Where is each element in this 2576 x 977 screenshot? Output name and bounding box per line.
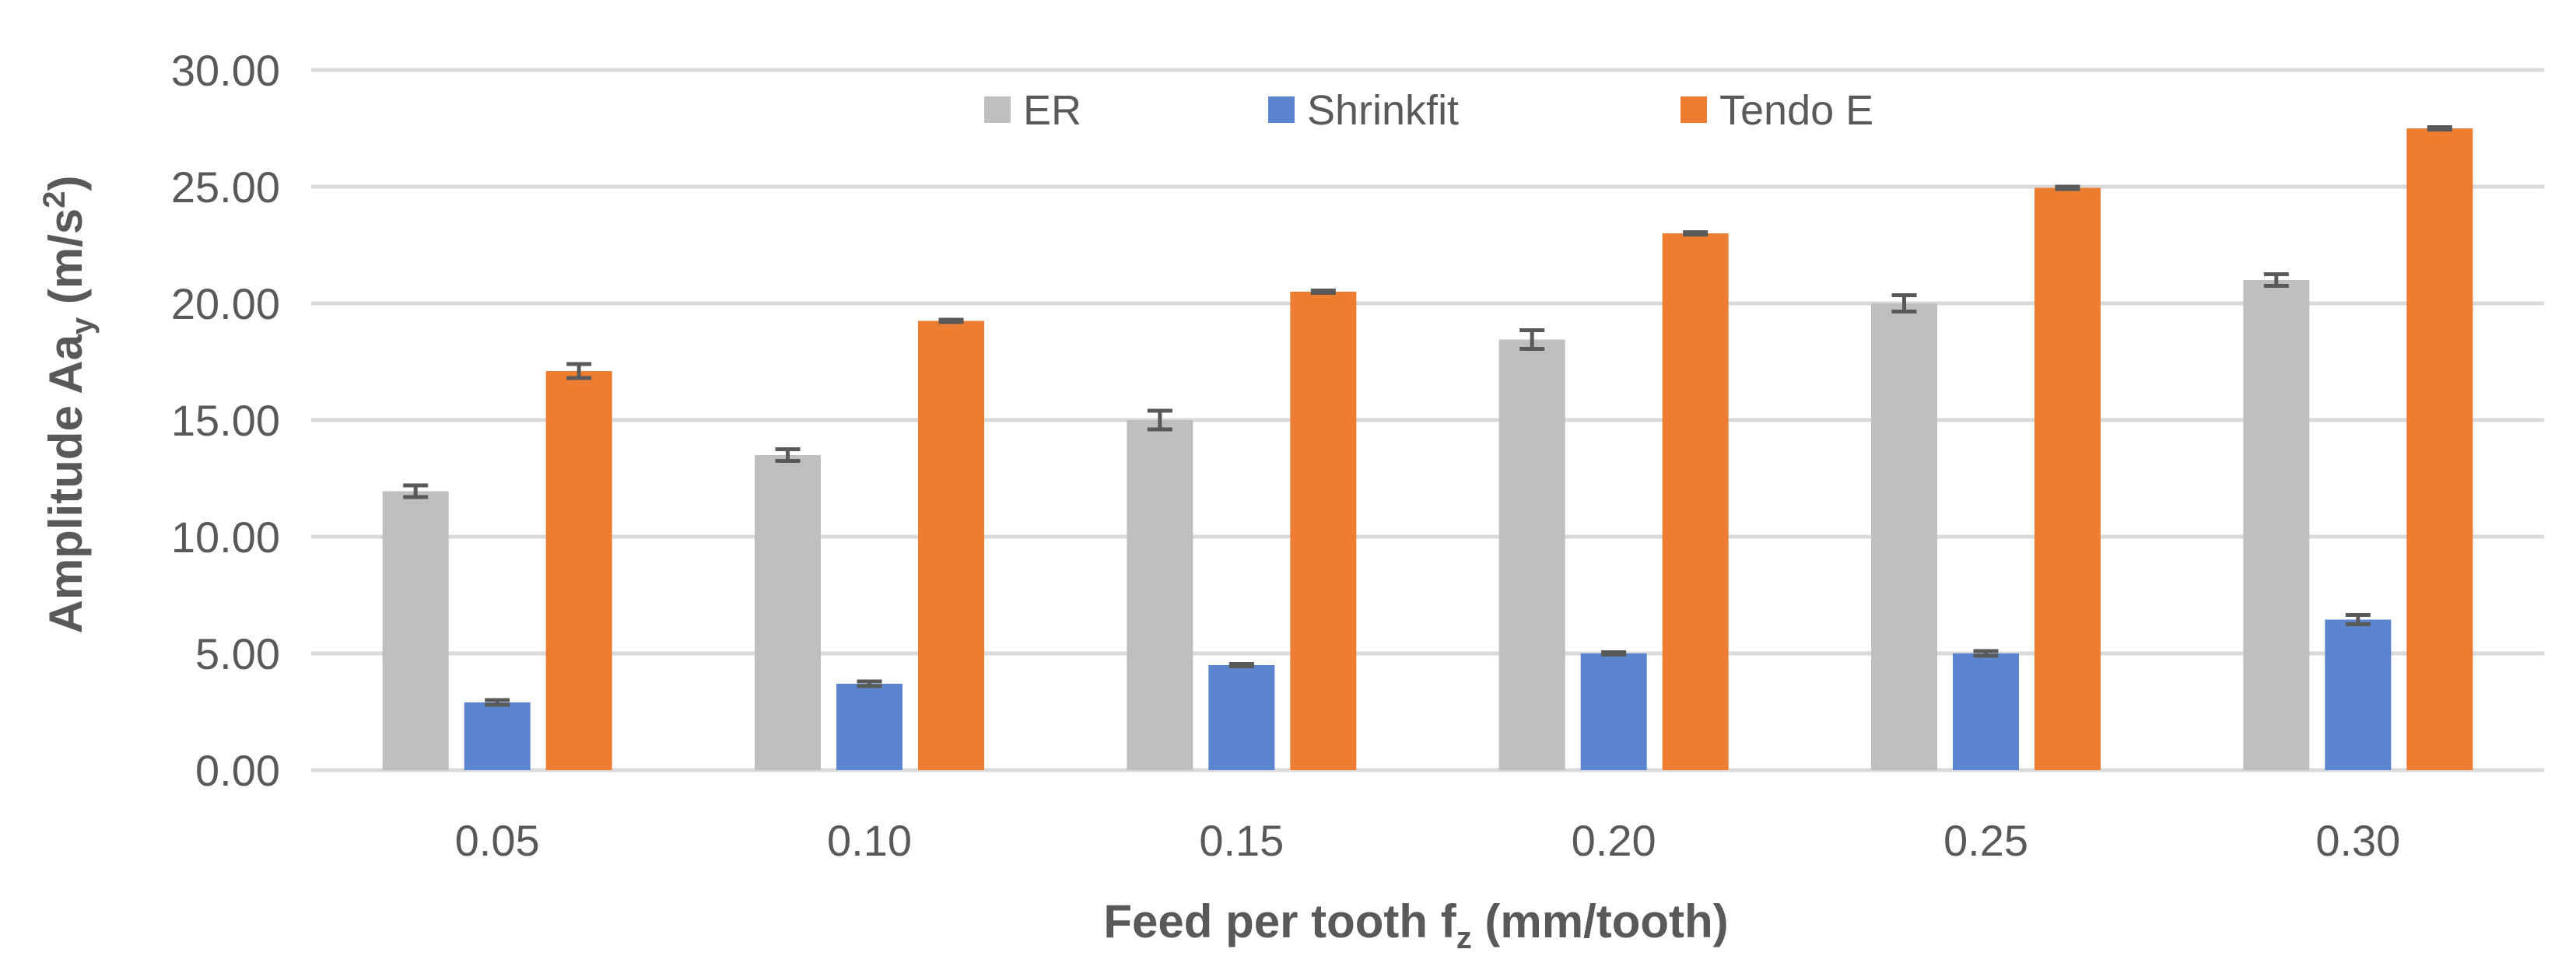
bar-shrinkfit-0.30 bbox=[2325, 619, 2392, 770]
legend-swatch bbox=[984, 96, 1011, 123]
error-bar bbox=[2263, 272, 2289, 288]
y-tick-label: 10.00 bbox=[171, 513, 280, 562]
legend-label: ER bbox=[1023, 87, 1081, 134]
bar-shrinkfit-0.20 bbox=[1580, 653, 1647, 770]
y-tick-label: 30.00 bbox=[171, 46, 280, 95]
bar-er-0.30 bbox=[2243, 280, 2310, 770]
legend: ER Shrinkfit Tendo E bbox=[984, 87, 1873, 134]
error-bar bbox=[1519, 328, 1545, 351]
bar-tendo-e-0.10 bbox=[918, 320, 984, 770]
legend-swatch bbox=[1681, 96, 1707, 123]
error-bar bbox=[1310, 289, 1336, 295]
y-tick-label: 20.00 bbox=[171, 279, 280, 328]
y-axis-title-subscript: y bbox=[65, 317, 100, 334]
error-bar bbox=[938, 317, 964, 324]
y-tick-label: 25.00 bbox=[171, 163, 280, 212]
error-bar bbox=[2427, 125, 2452, 131]
error-bar bbox=[566, 362, 592, 380]
y-axis-title: Amplitude Aay (m/s2) bbox=[37, 176, 100, 634]
bar-er-0.10 bbox=[755, 455, 821, 770]
y-tick-label: 5.00 bbox=[195, 629, 280, 678]
y-tick-labels: 0.00 5.00 10.00 15.00 20.00 25.00 30.00 bbox=[171, 46, 280, 795]
x-axis-title-main: Feed per tooth f bbox=[1103, 895, 1456, 947]
bar-er-0.25 bbox=[1871, 303, 1937, 770]
y-axis-title-main: Amplitude Aa bbox=[40, 334, 92, 633]
error-bar bbox=[1973, 649, 1999, 658]
x-axis-title-unit: (mm/tooth) bbox=[1472, 895, 1729, 947]
x-axis-title-subscript: z bbox=[1456, 921, 1472, 955]
error-bar bbox=[857, 679, 882, 688]
bar-shrinkfit-0.05 bbox=[464, 702, 531, 770]
bar-er-0.15 bbox=[1127, 420, 1193, 770]
error-bar bbox=[403, 483, 429, 499]
bars bbox=[382, 128, 2473, 770]
error-bar bbox=[775, 447, 801, 463]
y-tick-label: 0.00 bbox=[195, 746, 280, 795]
error-bar bbox=[2055, 184, 2080, 191]
gridlines bbox=[311, 68, 2544, 772]
x-tick-label: 0.25 bbox=[1943, 816, 2028, 865]
legend-label: Shrinkfit bbox=[1307, 87, 1459, 134]
bar-er-0.20 bbox=[1498, 339, 1565, 770]
error-bar bbox=[1683, 230, 1709, 236]
x-tick-label: 0.05 bbox=[455, 816, 540, 865]
x-tick-label: 0.20 bbox=[1572, 816, 1656, 865]
y-axis-title-unit: (m/s bbox=[40, 208, 92, 317]
legend-item-tendo-e: Tendo E bbox=[1681, 87, 1873, 134]
error-bars bbox=[403, 125, 2452, 707]
x-tick-labels: 0.05 0.10 0.15 0.20 0.25 0.30 bbox=[455, 816, 2401, 865]
legend-item-er: ER bbox=[984, 87, 1081, 134]
legend-item-shrinkfit: Shrinkfit bbox=[1268, 87, 1459, 134]
legend-label: Tendo E bbox=[1719, 87, 1873, 134]
error-bar bbox=[1228, 662, 1254, 668]
x-tick-label: 0.30 bbox=[2315, 816, 2400, 865]
bar-er-0.05 bbox=[382, 491, 449, 770]
error-bar bbox=[2345, 613, 2371, 626]
bar-shrinkfit-0.25 bbox=[1953, 653, 2019, 770]
bar-shrinkfit-0.10 bbox=[836, 684, 902, 770]
y-tick-label: 15.00 bbox=[171, 396, 280, 445]
y-axis-title-end: ) bbox=[40, 176, 92, 191]
error-bar bbox=[485, 698, 510, 707]
bar-tendo-e-0.20 bbox=[1662, 233, 1729, 770]
legend-swatch bbox=[1268, 96, 1295, 123]
error-bar bbox=[1601, 650, 1627, 657]
bar-tendo-e-0.05 bbox=[545, 371, 612, 770]
x-axis-title: Feed per tooth fz (mm/tooth) bbox=[1103, 895, 1728, 955]
error-bar bbox=[1147, 408, 1172, 432]
bar-tendo-e-0.15 bbox=[1290, 292, 1357, 770]
error-bar bbox=[1891, 293, 1917, 313]
bar-shrinkfit-0.15 bbox=[1208, 665, 1275, 770]
x-tick-label: 0.15 bbox=[1199, 816, 1284, 865]
bar-tendo-e-0.30 bbox=[2406, 128, 2473, 770]
x-tick-label: 0.10 bbox=[827, 816, 912, 865]
bar-tendo-e-0.25 bbox=[2035, 187, 2101, 770]
y-axis-title-superscript: 2 bbox=[37, 191, 72, 208]
